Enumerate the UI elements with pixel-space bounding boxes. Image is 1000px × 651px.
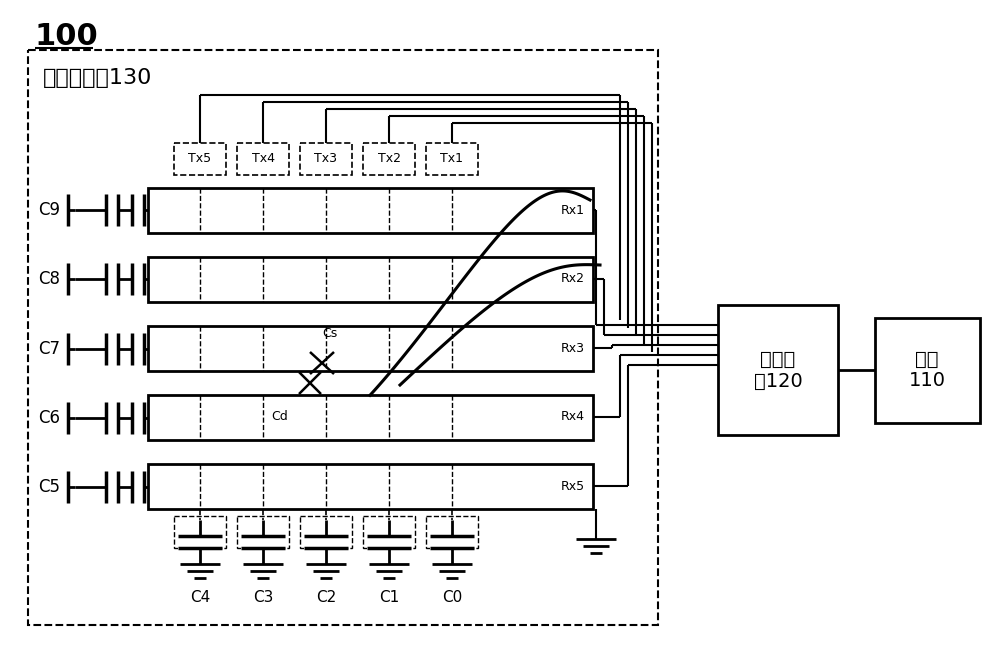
- Bar: [300, 516, 352, 548]
- Text: C3: C3: [253, 590, 273, 605]
- Bar: [148, 395, 593, 440]
- Bar: [363, 143, 415, 175]
- Text: Rx3: Rx3: [561, 342, 585, 355]
- Text: Tx1: Tx1: [440, 152, 464, 165]
- Bar: [148, 464, 593, 509]
- Text: C2: C2: [316, 590, 336, 605]
- Text: Tx4: Tx4: [252, 152, 274, 165]
- Text: Cs: Cs: [322, 327, 337, 340]
- Text: 100: 100: [35, 22, 99, 51]
- Bar: [426, 143, 478, 175]
- Bar: [875, 318, 980, 423]
- Bar: [363, 516, 415, 548]
- Text: Rx5: Rx5: [561, 480, 585, 493]
- Bar: [237, 143, 289, 175]
- Text: C1: C1: [379, 590, 399, 605]
- Text: Cd: Cd: [272, 411, 288, 424]
- Bar: [174, 516, 226, 548]
- Text: Rx1: Rx1: [561, 204, 585, 217]
- Text: C7: C7: [38, 340, 60, 358]
- Bar: [148, 326, 593, 371]
- Bar: [28, 50, 658, 625]
- Text: 主机
110: 主机 110: [908, 350, 946, 391]
- Text: Tx3: Tx3: [314, 152, 338, 165]
- Text: 触控传感器130: 触控传感器130: [43, 68, 152, 88]
- Text: Rx4: Rx4: [561, 411, 585, 424]
- Bar: [718, 305, 838, 435]
- Text: C4: C4: [190, 590, 210, 605]
- Text: Tx2: Tx2: [378, 152, 400, 165]
- Bar: [148, 188, 593, 233]
- Text: Tx5: Tx5: [188, 152, 212, 165]
- Text: C5: C5: [38, 478, 60, 496]
- Text: 触控芯
片120: 触控芯 片120: [754, 350, 802, 391]
- Text: C6: C6: [38, 409, 60, 427]
- Bar: [148, 257, 593, 302]
- Text: C8: C8: [38, 270, 60, 288]
- Text: Rx2: Rx2: [561, 273, 585, 286]
- Bar: [300, 143, 352, 175]
- Bar: [174, 143, 226, 175]
- Bar: [237, 516, 289, 548]
- Bar: [426, 516, 478, 548]
- Text: C9: C9: [38, 201, 60, 219]
- Text: C0: C0: [442, 590, 462, 605]
